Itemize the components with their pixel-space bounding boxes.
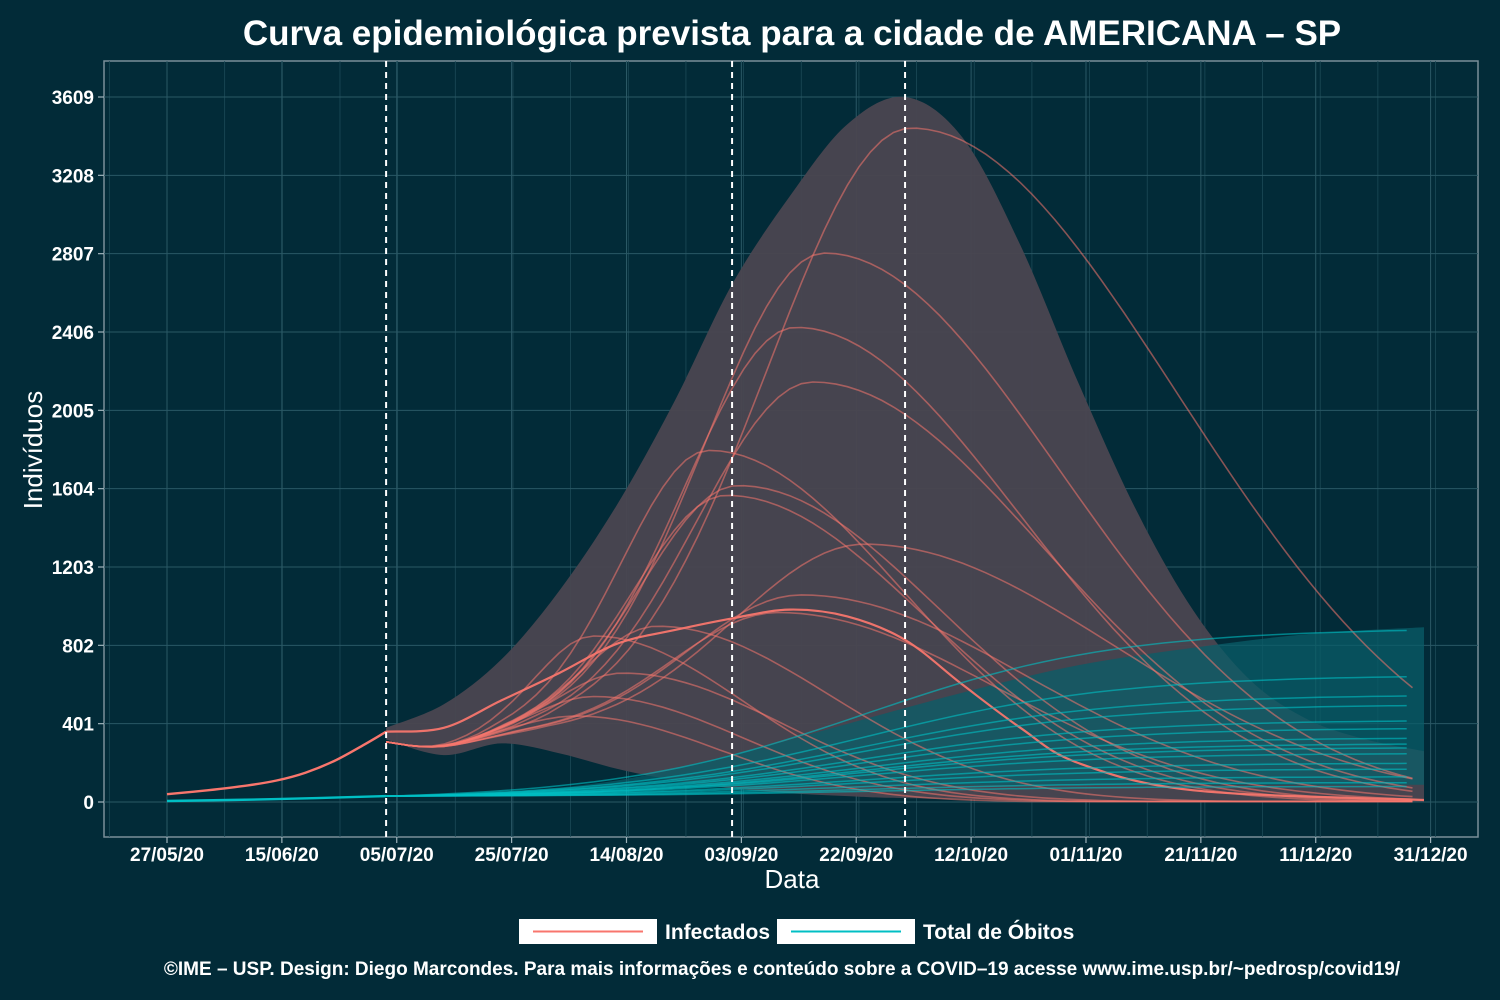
- observed-line-obitos: [166, 794, 387, 803]
- x-tick-label: 03/09/20: [704, 845, 778, 866]
- scenario-line-infectados: [385, 252, 1413, 780]
- scenario-line-infectados: [385, 127, 1414, 748]
- x-tick-label: 21/11/20: [1164, 845, 1237, 866]
- chart-title: Curva epidemiológica prevista para a cid…: [243, 14, 1341, 53]
- x-tick-label: 27/05/20: [130, 845, 204, 866]
- legend-item-infectados: Infectados: [519, 919, 770, 944]
- x-tick-label: 15/06/20: [245, 845, 319, 866]
- y-tick-label: 2406: [52, 323, 94, 344]
- x-tick-label: 22/09/20: [819, 845, 893, 866]
- y-tick-label: 2005: [52, 401, 95, 422]
- scenario-line-infectados: [385, 494, 1413, 802]
- y-axis-title: Indivíduos: [18, 391, 48, 510]
- legend: Infectados Total de Óbitos: [519, 919, 1074, 944]
- y-tick-label: 2807: [52, 245, 94, 266]
- x-tick-label: 05/07/20: [360, 845, 434, 866]
- scenario-line-infectados: [385, 611, 1413, 801]
- legend-label-infectados: Infectados: [665, 921, 770, 944]
- x-tick-label: 01/11/20: [1050, 845, 1123, 866]
- scenario-line-obitos: [386, 675, 1407, 797]
- x-tick-label: 14/08/20: [590, 845, 664, 866]
- y-tick-label: 1604: [52, 480, 95, 501]
- scenario-line-obitos: [386, 785, 1407, 797]
- y-tick-label: 1203: [52, 558, 94, 579]
- scenario-line-obitos: [386, 629, 1407, 797]
- y-tick-label: 3609: [52, 88, 94, 109]
- x-tick-label: 25/07/20: [475, 845, 549, 866]
- scenario-line-obitos: [386, 704, 1407, 797]
- scenario-line-infectados: [385, 543, 1413, 780]
- x-axis-title: Data: [765, 864, 820, 894]
- y-tick-label: 0: [83, 793, 94, 814]
- y-tick-label: 802: [62, 636, 94, 657]
- legend-item-obitos: Total de Óbitos: [777, 919, 1074, 944]
- observed-line-infectados: [166, 730, 387, 796]
- y-tick-label: 3208: [52, 166, 94, 187]
- x-tick-label: 11/12/20: [1279, 845, 1352, 866]
- x-tick-label: 12/10/20: [934, 845, 1008, 866]
- scenario-line-infectados: [385, 715, 1413, 803]
- legend-label-obitos: Total de Óbitos: [923, 920, 1074, 944]
- footer-credits: ©IME – USP. Design: Diego Marcondes. Par…: [164, 959, 1401, 980]
- y-tick-label: 401: [62, 715, 94, 736]
- x-tick-label: 31/12/20: [1394, 845, 1468, 866]
- main-projection-infectados: [386, 608, 1425, 802]
